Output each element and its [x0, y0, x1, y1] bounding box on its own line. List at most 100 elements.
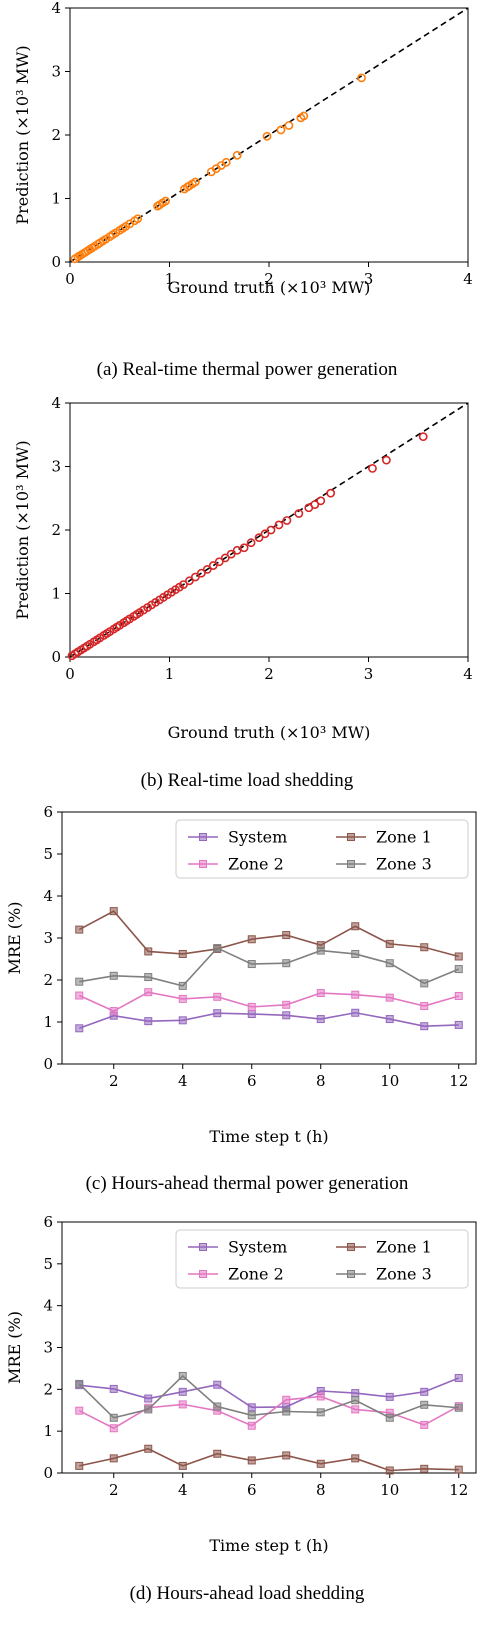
- figure-caption: (a) Real-time thermal power generation: [97, 359, 398, 380]
- series-marker: [144, 973, 153, 982]
- series-marker: [247, 1010, 256, 1019]
- series-marker: [144, 1405, 153, 1414]
- scatter-point: [190, 177, 200, 187]
- series-marker: [351, 1396, 360, 1405]
- legend-marker: [199, 1243, 207, 1251]
- y-tick-label: 1: [43, 1422, 53, 1440]
- y-axis-label: MRE (%): [5, 902, 24, 975]
- y-tick-label: 2: [51, 521, 61, 539]
- series-marker: [144, 947, 153, 956]
- series-marker: [247, 935, 256, 944]
- y-tick-label: 1: [43, 1013, 53, 1031]
- y-tick-label: 1: [51, 190, 61, 208]
- series-marker: [75, 1024, 84, 1033]
- series-marker: [420, 1002, 429, 1011]
- x-tick-label: 4: [178, 1072, 188, 1090]
- series-marker: [75, 991, 84, 1000]
- series-marker: [454, 1403, 463, 1412]
- series-marker: [247, 960, 256, 969]
- scatter-point: [179, 580, 188, 590]
- scatter-point: [357, 73, 366, 83]
- scatter-point: [184, 576, 194, 586]
- y-tick-label: 5: [43, 845, 53, 863]
- series-marker: [282, 1451, 291, 1460]
- series-marker: [144, 1444, 153, 1453]
- series-marker: [351, 949, 360, 958]
- figure-caption: (d) Hours-ahead load shedding: [130, 1583, 365, 1604]
- legend-label: Zone 3: [376, 855, 432, 874]
- y-tick-label: 6: [43, 803, 53, 821]
- y-tick-label: 2: [43, 971, 53, 989]
- series-marker: [420, 943, 429, 952]
- series-marker: [351, 1389, 360, 1398]
- series-marker: [144, 988, 153, 997]
- series-marker: [454, 1374, 463, 1383]
- y-tick-label: 4: [43, 887, 53, 905]
- y-axis-label: Prediction (×10³ MW): [13, 45, 32, 224]
- x-tick-label: 12: [449, 1481, 468, 1499]
- scatter-point: [214, 557, 224, 567]
- series-marker: [247, 1456, 256, 1465]
- series-marker: [420, 1400, 429, 1409]
- x-tick-label: 8: [316, 1072, 326, 1090]
- series-marker: [178, 949, 187, 958]
- x-tick-label: 8: [316, 1481, 326, 1499]
- reference-line: [70, 403, 468, 657]
- series-marker: [178, 1387, 187, 1396]
- series-marker: [109, 907, 118, 916]
- series-line: [79, 1447, 459, 1472]
- series-marker: [178, 1016, 187, 1025]
- x-tick-label: 1: [165, 270, 175, 288]
- series-marker: [385, 993, 394, 1002]
- series-marker: [282, 1000, 291, 1009]
- scatter-point: [254, 533, 264, 543]
- series-marker: [144, 1017, 153, 1026]
- series-line: [78, 910, 459, 958]
- y-tick-label: 2: [43, 1380, 53, 1398]
- legend-label: Zone 2: [228, 1265, 284, 1284]
- scatter-point: [196, 568, 206, 578]
- y-tick-label: 4: [43, 1297, 53, 1315]
- figure-caption: (c) Hours-ahead thermal power generation: [86, 1173, 409, 1194]
- legend-marker: [347, 860, 355, 868]
- y-tick-label: 6: [43, 1213, 53, 1231]
- series-marker: [351, 922, 360, 931]
- scatter-point: [262, 131, 272, 141]
- scatter-point: [220, 553, 230, 563]
- series-marker: [178, 994, 187, 1003]
- scatter-point: [226, 549, 236, 559]
- scatter-point: [299, 111, 309, 121]
- series-marker: [282, 1395, 291, 1404]
- scatter-point: [282, 516, 292, 525]
- series-marker: [454, 1465, 463, 1474]
- series-marker: [109, 1424, 118, 1433]
- y-tick-label: 3: [51, 63, 61, 81]
- y-tick-label: 5: [43, 1255, 53, 1273]
- series-marker: [109, 1454, 118, 1463]
- chart-0: 0 1 2 3 4 0 1 2 3 4 Ground truth (×10³ MW) Predicti…: [13, 0, 473, 380]
- scatter-point: [232, 150, 242, 160]
- series-marker: [75, 977, 84, 986]
- series-marker: [213, 944, 222, 953]
- x-tick-label: 3: [364, 270, 374, 288]
- y-tick-label: 1: [51, 585, 61, 603]
- y-tick-label: 3: [43, 1339, 53, 1357]
- scatter-point: [133, 214, 143, 224]
- x-tick-label: 2: [109, 1072, 119, 1090]
- series-marker: [109, 971, 118, 980]
- series-marker: [282, 959, 291, 968]
- scatter-point: [274, 520, 284, 530]
- legend-marker: [199, 1270, 207, 1278]
- x-tick-label: 6: [247, 1481, 257, 1499]
- scatter-point: [232, 545, 242, 555]
- y-axis-label: MRE (%): [5, 1311, 24, 1384]
- x-tick-label: 2: [264, 665, 274, 683]
- legend-label: Zone 3: [376, 1265, 432, 1284]
- y-axis-label: Prediction (×10³ MW): [13, 440, 32, 619]
- legend-marker: [199, 833, 207, 841]
- series-marker: [178, 1461, 187, 1470]
- series-marker: [385, 1392, 394, 1401]
- series-marker: [213, 1402, 222, 1411]
- x-tick-label: 0: [65, 270, 75, 288]
